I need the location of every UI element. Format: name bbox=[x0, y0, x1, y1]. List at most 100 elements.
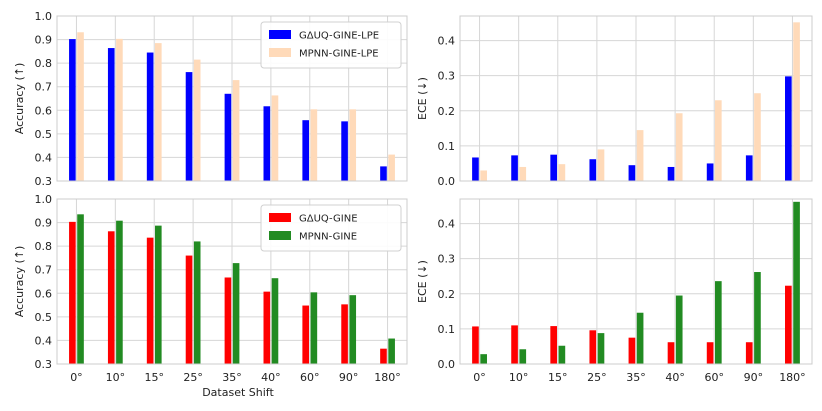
legend-swatch bbox=[269, 48, 291, 57]
plot-frame bbox=[56, 15, 408, 182]
x-tick-label: 40° bbox=[665, 371, 685, 384]
bar: MPNN-GINE 180°: 0.462 bbox=[793, 201, 800, 364]
y-tick-label: 0.5 bbox=[35, 128, 53, 141]
bar: GΔUQ-GINE 35°: 0.667 bbox=[224, 277, 232, 364]
bar: MPNN-GINE-LPE 180°: 0.452 bbox=[793, 22, 800, 181]
bar: GΔUQ-GINE-LPE 40°: 0.617 bbox=[263, 106, 271, 181]
bar: MPNN-GINE-LPE 25°: 0.09 bbox=[597, 149, 605, 181]
bar: MPNN-GINE-LPE 15°: 0.048 bbox=[558, 164, 566, 181]
bar: GΔUQ-GINE 180°: 0.365 bbox=[380, 348, 387, 364]
y-tick-label: 0.9 bbox=[35, 217, 53, 230]
legend-label: GΔUQ-GINE bbox=[299, 214, 358, 225]
y-tick-label: 0.6 bbox=[35, 287, 53, 300]
y-axis-label: ECE (↓) bbox=[416, 260, 429, 303]
bar: MPNN-GINE 0°: 0.935 bbox=[77, 214, 84, 364]
y-tick-label: 0.4 bbox=[438, 35, 456, 48]
x-tick-label: 180° bbox=[374, 371, 401, 384]
bar: MPNN-GINE 180°: 0.408 bbox=[388, 338, 395, 364]
bar: MPNN-GINE-LPE 25°: 0.815 bbox=[193, 59, 201, 181]
x-tick-label: 0° bbox=[473, 371, 486, 384]
bar: GΔUQ-GINE-LPE 35°: 0.045 bbox=[628, 165, 636, 181]
y-tick-label: 0.0 bbox=[438, 175, 456, 188]
bar: GΔUQ-GINE-LPE 60°: 0.558 bbox=[302, 120, 309, 181]
y-tick-label: 0.9 bbox=[35, 34, 53, 47]
x-tick-label: 0° bbox=[70, 371, 83, 384]
y-tick-label: 0.4 bbox=[438, 218, 456, 231]
y-tick-label: 0.8 bbox=[35, 240, 53, 253]
bar: MPNN-GINE 15°: 0.052 bbox=[558, 345, 566, 364]
bar: MPNN-GINE-LPE 60°: 0.23 bbox=[715, 100, 722, 181]
y-tick-label: 0.6 bbox=[35, 104, 53, 117]
y-tick-label: 0.0 bbox=[438, 358, 456, 371]
y-tick-label: 0.4 bbox=[35, 151, 53, 164]
y-axis-label: Accuracy (↑) bbox=[13, 246, 26, 318]
bar: MPNN-GINE-LPE 35°: 0.145 bbox=[636, 130, 644, 181]
bar: GΔUQ-GINE-LPE 180°: 0.298 bbox=[785, 76, 792, 181]
legend-label: MPNN-GINE bbox=[299, 232, 357, 243]
x-axis-label: Dataset Shift bbox=[202, 386, 274, 399]
plot-frame bbox=[56, 198, 408, 365]
y-tick-label: 0.7 bbox=[35, 264, 53, 277]
plot-frame bbox=[459, 198, 813, 365]
legend-swatch bbox=[269, 213, 291, 222]
bar: MPNN-GINE-LPE 90°: 0.25 bbox=[754, 93, 761, 181]
bar: GΔUQ-GINE 0°: 0.107 bbox=[472, 326, 479, 364]
bar: MPNN-GINE 25°: 0.82 bbox=[193, 241, 201, 364]
bar: GΔUQ-GINE 60°: 0.548 bbox=[302, 305, 309, 364]
bar: MPNN-GINE 0°: 0.028 bbox=[480, 354, 487, 364]
x-tick-label: 10° bbox=[509, 371, 529, 384]
bar: GΔUQ-GINE 25°: 0.096 bbox=[589, 330, 597, 364]
x-tick-label: 60° bbox=[300, 371, 320, 384]
y-tick-label: 0.3 bbox=[438, 253, 456, 266]
bar: GΔUQ-GINE-LPE 15°: 0.845 bbox=[146, 52, 154, 181]
bar: GΔUQ-GINE 180°: 0.223 bbox=[785, 285, 792, 364]
x-tick-label: 60° bbox=[704, 371, 724, 384]
y-axis-label: ECE (↓) bbox=[416, 77, 429, 120]
bar: MPNN-GINE 35°: 0.728 bbox=[232, 263, 240, 364]
chart-panel-1: 0.3 0.4 0.5 0.6 0.7 0.8 0.9 1.0 GΔUQ-GINE-LPE 0°… bbox=[13, 10, 408, 188]
bar: GΔUQ-GINE-LPE 25°: 0.762 bbox=[185, 72, 193, 181]
y-tick-label: 1.0 bbox=[35, 193, 53, 206]
x-tick-label: 35° bbox=[626, 371, 646, 384]
bar: GΔUQ-GINE 15°: 0.836 bbox=[146, 237, 154, 364]
y-tick-label: 0.4 bbox=[35, 334, 53, 347]
bar: GΔUQ-GINE 10°: 0.863 bbox=[107, 231, 115, 364]
x-tick-label: 25° bbox=[587, 371, 607, 384]
bar: GΔUQ-GINE 15°: 0.108 bbox=[550, 326, 557, 364]
bar: GΔUQ-GINE-LPE 15°: 0.075 bbox=[550, 154, 557, 181]
bar: GΔUQ-GINE 10°: 0.11 bbox=[511, 325, 518, 364]
legend-swatch bbox=[269, 231, 291, 240]
x-tick-label: 15° bbox=[144, 371, 164, 384]
y-tick-label: 0.3 bbox=[438, 70, 456, 83]
bar: MPNN-GINE-LPE 40°: 0.193 bbox=[675, 113, 683, 181]
legend: GΔUQ-GINE-LPE MPNN-GINE-LPE bbox=[260, 21, 402, 69]
bar: GΔUQ-GINE-LPE 40°: 0.04 bbox=[667, 166, 675, 181]
chart-panel-2: 0.0 0.1 0.2 0.3 0.4 GΔUQ-GINE-LPE 0°: 0.067 GΔ… bbox=[416, 15, 813, 188]
bar: MPNN-GINE-LPE 0°: 0.931 bbox=[77, 32, 84, 182]
bar: MPNN-GINE-LPE 35°: 0.728 bbox=[232, 80, 240, 181]
legend-box bbox=[260, 21, 402, 69]
bar: GΔUQ-GINE-LPE 0°: 0.902 bbox=[69, 39, 76, 181]
y-tick-label: 0.2 bbox=[438, 288, 456, 301]
bar: MPNN-GINE 10°: 0.042 bbox=[519, 349, 527, 364]
bar: MPNN-GINE-LPE 15°: 0.885 bbox=[155, 43, 162, 181]
y-axis-label: Accuracy (↑) bbox=[13, 63, 26, 135]
bar: MPNN-GINE 15°: 0.887 bbox=[155, 225, 162, 364]
x-tick-label: 10° bbox=[106, 371, 126, 384]
y-tick-label: 0.1 bbox=[438, 140, 456, 153]
bar: GΔUQ-GINE 90°: 0.553 bbox=[341, 304, 348, 364]
y-tick-label: 1.0 bbox=[35, 10, 53, 23]
legend-label: GΔUQ-GINE-LPE bbox=[299, 31, 379, 42]
bar: MPNN-GINE-LPE 0°: 0.03 bbox=[480, 170, 487, 181]
x-tick-label: 15° bbox=[548, 371, 568, 384]
bar: GΔUQ-GINE-LPE 10°: 0.073 bbox=[511, 155, 518, 181]
bar: GΔUQ-GINE-LPE 180°: 0.362 bbox=[380, 166, 387, 181]
legend: GΔUQ-GINE MPNN-GINE bbox=[260, 204, 402, 252]
x-tick-label: 180° bbox=[779, 371, 806, 384]
bar: GΔUQ-GINE 40°: 0.062 bbox=[667, 342, 675, 364]
bar: GΔUQ-GINE 25°: 0.76 bbox=[185, 255, 193, 364]
bar: MPNN-GINE 25°: 0.088 bbox=[597, 333, 605, 364]
bar: GΔUQ-GINE 35°: 0.075 bbox=[628, 337, 636, 364]
bar: GΔUQ-GINE 60°: 0.062 bbox=[706, 342, 714, 364]
x-tick-label: 25° bbox=[183, 371, 203, 384]
